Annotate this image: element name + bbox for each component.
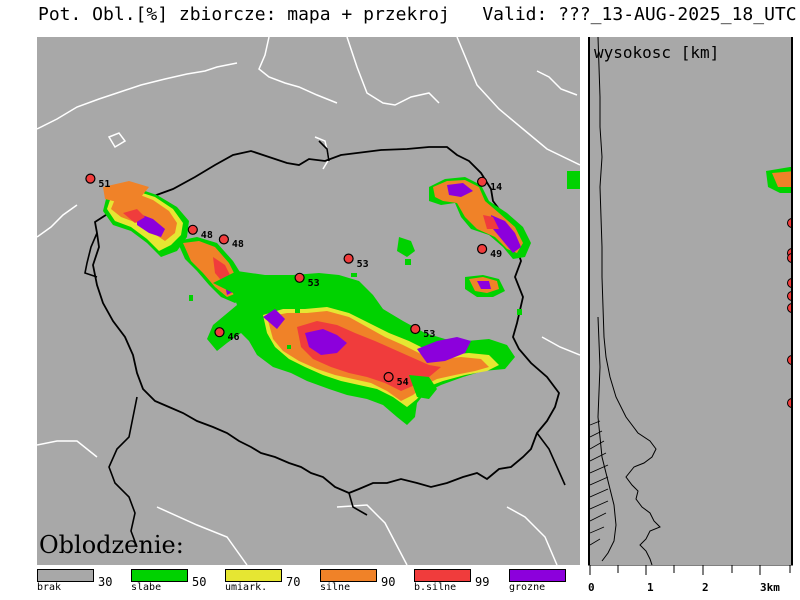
station-label: 53	[356, 258, 369, 270]
axis-tick-label: 2	[702, 581, 709, 594]
station-label: 48	[231, 239, 244, 251]
cross-section-panel: wysokosc [km]	[588, 37, 793, 565]
legend-swatch	[414, 569, 471, 582]
legend-swatch	[509, 569, 566, 582]
icing-field-central	[207, 271, 515, 425]
station-marker	[218, 234, 229, 245]
station-label: 54	[396, 377, 409, 388]
axis-tick-label: 3km	[760, 581, 780, 594]
legend-threshold: 50	[192, 575, 207, 589]
foreign-borders	[84, 140, 566, 548]
legend-threshold: 30	[98, 575, 113, 589]
legend-threshold: 99	[475, 575, 490, 589]
legend-swatch	[131, 569, 188, 582]
axis-tick-label: 1	[647, 581, 654, 594]
cross-section-title: wysokosc [km]	[594, 43, 720, 62]
station-marker	[187, 224, 198, 235]
station-label: 46	[227, 332, 240, 344]
station-marker	[383, 371, 394, 383]
station-label: 53	[423, 329, 436, 340]
legend-swatch	[225, 569, 282, 582]
station-label: 53	[307, 277, 320, 289]
icing-specks	[189, 171, 580, 349]
station-marker	[343, 253, 354, 264]
icing-map: 51 48 48 53 53 46 53 54 14 49 Oblodzenie:	[37, 37, 580, 565]
legend-label: silne	[320, 582, 351, 593]
station-marker	[410, 323, 421, 335]
station-label: 14	[490, 181, 503, 193]
cross-section-canvas	[590, 37, 791, 565]
map-label: Oblodzenie:	[39, 531, 184, 559]
cross-section-hatch	[590, 420, 609, 546]
station-markers	[85, 173, 488, 383]
station-marker	[294, 272, 305, 283]
legend-label: b.silne	[414, 582, 457, 593]
legend-label: grozne	[509, 582, 546, 593]
legend-swatch	[37, 569, 94, 582]
cross-section-markers	[787, 218, 791, 408]
station-marker	[477, 176, 488, 187]
legend-threshold: 70	[286, 575, 301, 589]
axis-tick-label: 0	[588, 581, 595, 594]
page-title: Pot. Obl.[%] zbiorcze: mapa + przekroj V…	[38, 4, 797, 25]
legend-threshold: 90	[381, 575, 396, 589]
station-label: 48	[200, 229, 213, 241]
station-marker	[214, 327, 225, 338]
icing-field-north-east	[397, 177, 531, 297]
legend-swatch	[320, 569, 377, 582]
legend-label: slabe	[131, 582, 162, 593]
map-canvas	[37, 37, 580, 565]
cross-section-profile	[597, 37, 661, 565]
station-label: 51	[98, 178, 111, 190]
poland-border	[92, 146, 560, 494]
station-marker	[477, 243, 488, 255]
cross-section-axis: 0 1 2 3km	[588, 565, 793, 600]
legend-label: umiark.	[225, 582, 268, 593]
icing-field-north-west	[103, 181, 245, 303]
station-label: 49	[490, 249, 503, 260]
station-marker	[85, 173, 96, 184]
legend-label: brak	[37, 582, 62, 593]
legend: brak 30 slabe 50 umiark. 70 silne 90 b.s…	[37, 568, 582, 598]
